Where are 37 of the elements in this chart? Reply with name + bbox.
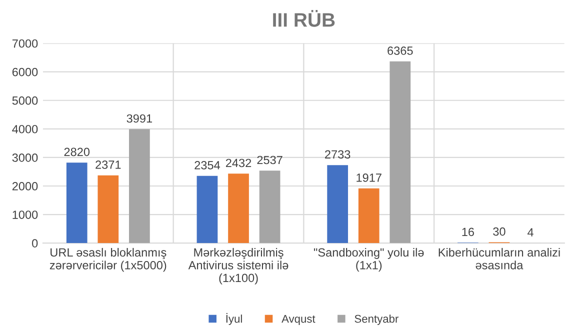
bar	[66, 162, 88, 244]
data-label: 16	[462, 228, 474, 236]
bar	[228, 174, 249, 244]
data-label: 30	[493, 227, 506, 236]
y-tick-label: 3000	[12, 153, 38, 162]
legend-label: Sentyabr	[354, 314, 398, 325]
data-label: 2733	[325, 150, 350, 159]
y-tick-label: 0	[32, 239, 38, 248]
data-label: 3991	[126, 114, 152, 123]
data-label: 2371	[96, 160, 121, 169]
y-tick-label: 6000	[12, 68, 38, 76]
bar	[327, 165, 348, 244]
data-label: 2432	[226, 158, 252, 168]
bar	[390, 61, 411, 244]
legend-label: Avqust	[282, 314, 316, 325]
data-label: 4	[528, 228, 534, 236]
chart-title: III RÜB	[273, 10, 335, 27]
bar	[259, 170, 280, 244]
data-label: 2537	[257, 156, 282, 164]
data-label: 2820	[64, 148, 90, 156]
x-tick-label: Kiberhücumların analizi əsasında	[438, 248, 560, 270]
data-label: 1917	[356, 174, 382, 182]
x-tick-label: URL əsaslı bloklanmış zərərvericilər (1x5000)	[50, 248, 166, 272]
y-tick-label: 2000	[12, 182, 38, 190]
x-tick-label: Mərkəzləşdirilmiş Antivirus sistemi ilə (1x100)	[188, 248, 288, 284]
bar	[129, 129, 150, 244]
data-label: 6365	[388, 46, 413, 55]
y-tick-label: 1000	[12, 210, 38, 219]
bar	[358, 188, 380, 244]
legend-label: İyul	[226, 313, 242, 325]
bar	[196, 176, 218, 244]
y-tick-label: 5000	[12, 96, 38, 105]
x-tick-label: "Sandboxing" yolu ilə (1x1)	[314, 248, 424, 272]
y-tick-label: 4000	[12, 124, 38, 134]
bar	[98, 175, 119, 244]
y-tick-label: 7000	[12, 39, 38, 48]
data-label: 2354	[194, 161, 220, 170]
